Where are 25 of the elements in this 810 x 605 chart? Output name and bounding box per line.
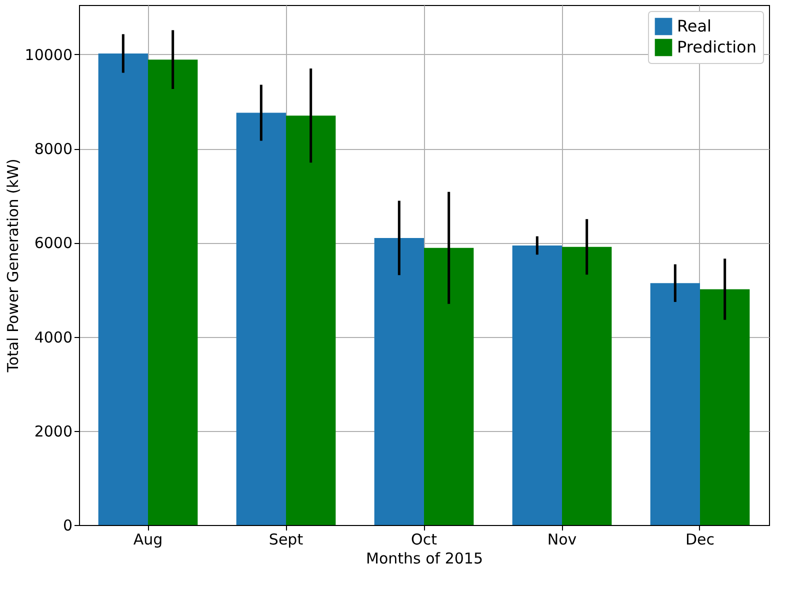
bar	[374, 238, 424, 525]
bar	[424, 248, 474, 525]
bar	[286, 116, 336, 525]
x-tick-label: Nov	[547, 530, 577, 548]
y-axis-title: Total Power Generation (kW)	[4, 158, 22, 374]
legend-label: Real	[677, 16, 712, 36]
x-axis-title: Months of 2015	[366, 550, 483, 568]
y-tick-label: 0	[62, 516, 72, 534]
bar	[98, 53, 148, 525]
bar	[700, 289, 750, 525]
bar	[236, 112, 286, 525]
y-tick-label: 10000	[24, 46, 72, 64]
x-tick-label: Aug	[133, 530, 163, 548]
legend-label: Prediction	[677, 38, 756, 56]
y-tick-label: 4000	[34, 328, 72, 346]
bar	[650, 283, 700, 525]
x-tick-label: Dec	[685, 530, 715, 548]
x-tick-label: Sept	[268, 530, 304, 548]
bar	[148, 60, 198, 525]
x-tick-label: Oct	[411, 530, 438, 548]
bar	[562, 246, 612, 525]
y-tick-label: 2000	[34, 422, 72, 440]
y-tick-label: 8000	[34, 140, 72, 158]
y-tick-label: 6000	[34, 234, 72, 252]
bar	[512, 245, 562, 525]
